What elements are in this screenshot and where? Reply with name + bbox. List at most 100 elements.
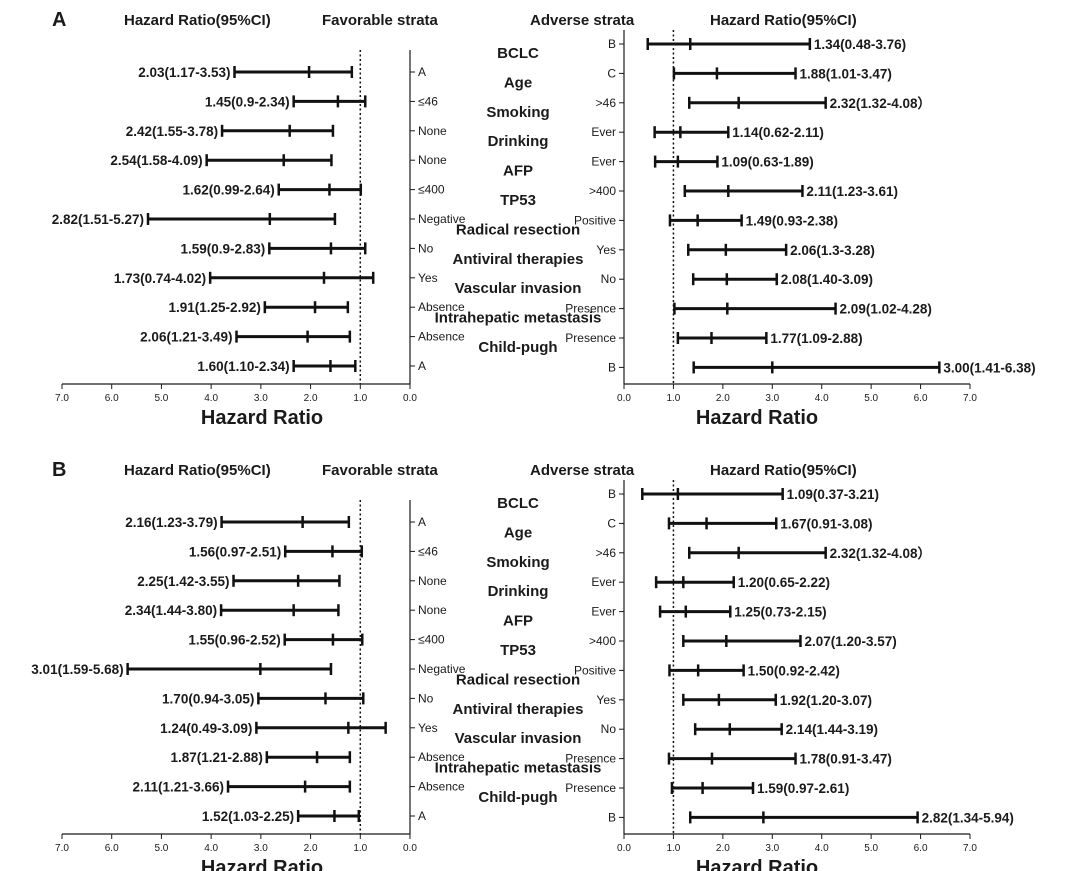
x-tick-label: 3.0 xyxy=(765,843,779,854)
adverse-row: >400 2.11(1.23-3.61) xyxy=(589,184,898,199)
stratum-label: Negative xyxy=(418,212,466,226)
x-tick-label: 4.0 xyxy=(204,843,218,854)
stratum-label: None xyxy=(418,603,447,617)
adverse-plot: 0.0 1.0 2.0 3.0 4.0 5.0 6.0 7.0 Hazard Ratio B 1.3… xyxy=(565,30,1036,429)
stratum-label: C xyxy=(607,66,616,80)
variable-label: Antiviral therapies xyxy=(453,701,584,718)
stratum-label: Yes xyxy=(596,693,616,707)
variable-label: Smoking xyxy=(486,104,549,121)
variable-label: Child-pugh xyxy=(478,789,557,806)
favorable-row: No 1.59(0.9-2.83) xyxy=(180,241,433,256)
favorable-row: Yes 1.24(0.49-3.09) xyxy=(160,721,438,736)
adverse-row: Presence 1.77(1.09-2.88) xyxy=(565,331,862,346)
adverse-row: B 1.34(0.48-3.76) xyxy=(608,37,906,52)
x-tick-label: 2.0 xyxy=(304,843,318,854)
favorable-row: ≤46 1.56(0.97-2.51) xyxy=(189,544,438,559)
adverse-row: Presence 1.59(0.97-2.61) xyxy=(565,781,849,796)
x-tick-label: 7.0 xyxy=(55,843,69,854)
stratum-label: No xyxy=(418,691,434,705)
x-tick-label: 5.0 xyxy=(864,843,878,854)
favorable-row: None 2.54(1.58-4.09) xyxy=(110,153,447,168)
stratum-label: Presence xyxy=(565,302,616,316)
x-tick-label: 6.0 xyxy=(914,843,928,854)
variable-label: Radical resection xyxy=(456,221,580,238)
variable-label: Smoking xyxy=(486,554,549,571)
stratum-label: >46 xyxy=(596,546,617,560)
stratum-label: Absence xyxy=(418,750,465,764)
adverse-row: C 1.67(0.91-3.08) xyxy=(607,516,872,531)
adverse-row: No 2.08(1.40-3.09) xyxy=(601,272,873,287)
variable-label: AFP xyxy=(503,163,533,180)
variable-label: Intrahepatic metastasis xyxy=(435,760,602,777)
favorable-row: ≤400 1.62(0.99-2.64) xyxy=(182,183,444,198)
stratum-label: Presence xyxy=(565,331,616,345)
hr-ci-label: 2.03(1.17-3.53) xyxy=(138,65,230,80)
hr-ci-label: 2.14(1.44-3.19) xyxy=(786,722,878,737)
panel-b: B Hazard Ratio(95%CI) Favorable strata Adve… xyxy=(31,459,1014,871)
stratum-label: ≤46 xyxy=(418,544,438,558)
favorable-row: None 2.34(1.44-3.80) xyxy=(125,603,447,618)
hr-ci-label: 1.52(1.03-2.25) xyxy=(202,809,294,824)
stratum-label: No xyxy=(601,722,617,736)
stratum-label: B xyxy=(608,37,616,51)
stratum-label: No xyxy=(418,241,434,255)
x-tick-label: 1.0 xyxy=(666,843,680,854)
favorable-row: ≤400 1.55(0.96-2.52) xyxy=(188,633,445,648)
favorable-row: Absence 1.87(1.21-2.88) xyxy=(171,750,466,765)
adverse-row: Ever 1.20(0.65-2.22) xyxy=(591,575,830,590)
favorable-row: A 1.52(1.03-2.25) xyxy=(202,809,426,824)
x-tick-label: 0.0 xyxy=(617,843,631,854)
adverse-row: Yes 1.92(1.20-3.07) xyxy=(596,693,872,708)
favorable-plot: 0.0 1.0 2.0 3.0 4.0 5.0 6.0 7.0 Hazard Ratio A 2.0… xyxy=(52,50,466,429)
variable-label: TP53 xyxy=(500,642,536,659)
favorable-row: No 1.70(0.94-3.05) xyxy=(162,691,434,706)
favorable-plot: 0.0 1.0 2.0 3.0 4.0 5.0 6.0 7.0 Hazard Ratio A 2.1… xyxy=(31,500,466,871)
adverse-row: >46 2.32(1.32-4.08） xyxy=(596,96,931,111)
hr-ci-label: 1.67(0.91-3.08) xyxy=(780,516,872,531)
adverse-row: No 2.14(1.44-3.19) xyxy=(601,722,878,737)
stratum-label: ≤400 xyxy=(418,633,445,647)
adverse-row: >46 2.32(1.32-4.08） xyxy=(596,546,931,561)
variable-label: Radical resection xyxy=(456,671,580,688)
favorable-row: Absence 2.06(1.21-3.49) xyxy=(140,330,465,345)
x-tick-label: 7.0 xyxy=(963,843,977,854)
x-tick-label: 5.0 xyxy=(154,393,168,404)
stratum-label: >400 xyxy=(589,184,616,198)
hr-ci-label: 1.59(0.9-2.83) xyxy=(180,241,265,256)
x-tick-label: 2.0 xyxy=(716,843,730,854)
hr-ci-label: 3.01(1.59-5.68) xyxy=(31,662,123,677)
adverse-row: Yes 2.06(1.3-3.28) xyxy=(596,243,875,258)
hr-ci-label: 1.73(0.74-4.02) xyxy=(114,271,206,286)
hr-ci-label: 1.09(0.63-1.89) xyxy=(721,155,813,170)
panel-letter: B xyxy=(52,459,66,481)
hr-ci-label: 1.24(0.49-3.09) xyxy=(160,721,252,736)
adverse-row: Ever 1.09(0.63-1.89) xyxy=(591,155,813,170)
x-tick-label: 2.0 xyxy=(304,393,318,404)
hr-ci-label: 1.09(0.37-3.21) xyxy=(787,487,879,502)
stratum-label: No xyxy=(601,272,617,286)
hr-ci-label: 1.77(1.09-2.88) xyxy=(770,331,862,346)
stratum-label: Negative xyxy=(418,662,466,676)
stratum-label: None xyxy=(418,124,447,138)
stratum-label: Presence xyxy=(565,752,616,766)
x-tick-label: 0.0 xyxy=(403,843,417,854)
hr-ci-label: 1.50(0.92-2.42) xyxy=(748,663,840,678)
panel-a: A Hazard Ratio(95%CI) Favorable strata Adve… xyxy=(52,9,1036,429)
stratum-label: Ever xyxy=(591,155,616,169)
stratum-label: B xyxy=(608,487,616,501)
x-tick-label: 7.0 xyxy=(55,393,69,404)
left-hr-header: Hazard Ratio(95%CI) xyxy=(124,12,271,29)
hr-ci-label: 1.34(0.48-3.76) xyxy=(814,37,906,52)
favorable-row: A 2.16(1.23-3.79) xyxy=(125,515,426,530)
favorable-row: A 1.60(1.10-2.34) xyxy=(197,359,426,374)
hr-ci-label: 2.32(1.32-4.08） xyxy=(830,546,931,561)
favorable-row: Absence 1.91(1.25-2.92) xyxy=(169,300,466,315)
adverse-header: Adverse strata xyxy=(530,462,635,479)
hr-ci-label: 2.11(1.21-3.66) xyxy=(132,780,224,795)
hr-ci-label: 1.20(0.65-2.22) xyxy=(738,575,830,590)
stratum-label: A xyxy=(418,809,426,823)
variable-label: Drinking xyxy=(488,583,549,600)
stratum-label: B xyxy=(608,810,616,824)
x-tick-label: 1.0 xyxy=(353,393,367,404)
x-tick-label: 3.0 xyxy=(254,393,268,404)
